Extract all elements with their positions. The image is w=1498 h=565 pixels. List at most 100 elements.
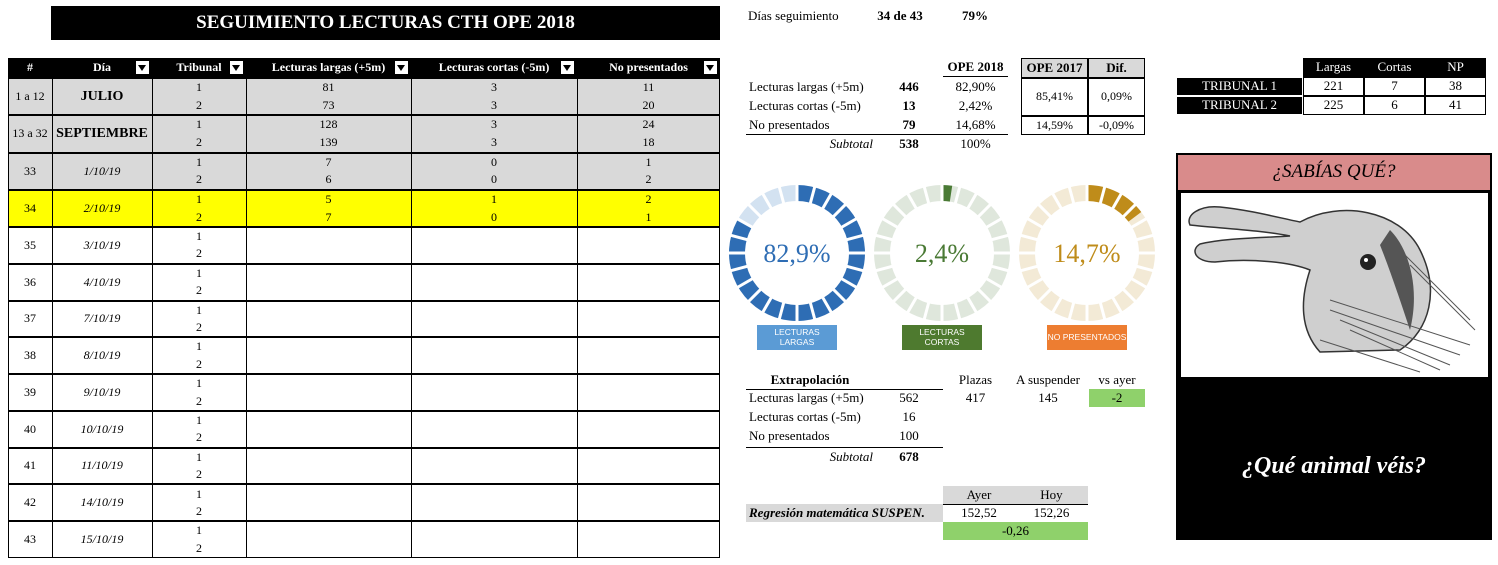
extrapolation-plazas: 417 bbox=[965, 390, 986, 406]
extrapolation-subtotal-count: 678 bbox=[899, 449, 919, 465]
cell-cortas: 1 bbox=[491, 191, 497, 206]
summary-subtotal-label: Subtotal bbox=[829, 136, 873, 152]
row-day: 7/10/19 bbox=[83, 311, 121, 326]
cell-tribunal: 2 bbox=[196, 172, 202, 187]
row-bg bbox=[8, 374, 720, 411]
tribunal-value: 225 bbox=[1303, 96, 1364, 115]
cell-tribunal: 1 bbox=[196, 265, 202, 280]
donut-gap bbox=[777, 301, 786, 321]
cell-divider bbox=[411, 227, 412, 264]
cell-cortas: 0 bbox=[491, 172, 497, 187]
filter-arrow bbox=[232, 65, 240, 71]
donut-gap bbox=[832, 288, 847, 303]
summary-label: No presentados bbox=[749, 117, 830, 133]
filter-button[interactable] bbox=[561, 61, 574, 74]
tribunal-name: TRIBUNAL 1 bbox=[1176, 77, 1303, 96]
row-number: 1 a 12 bbox=[15, 89, 45, 104]
trivia-question: ¿Qué animal véis? bbox=[1242, 452, 1426, 479]
donut-gap bbox=[736, 217, 754, 229]
cell-tribunal: 2 bbox=[196, 356, 202, 371]
tribunal-value: 7 bbox=[1364, 77, 1425, 96]
donut-gap bbox=[1130, 217, 1148, 229]
illustration-eye-light bbox=[1364, 258, 1368, 262]
row-bg bbox=[8, 115, 720, 153]
donut-gap bbox=[845, 233, 865, 242]
cell-divider bbox=[411, 300, 412, 338]
cell-divider bbox=[577, 447, 578, 485]
cell-divider bbox=[577, 521, 578, 558]
cell-np: 2 bbox=[645, 191, 652, 206]
cell-divider bbox=[246, 152, 247, 190]
cell-divider bbox=[411, 189, 412, 227]
row-number: 41 bbox=[24, 458, 36, 473]
filter-button[interactable] bbox=[395, 61, 408, 74]
cell-divider bbox=[246, 263, 247, 301]
row-number: 13 a 32 bbox=[12, 126, 48, 141]
donut-gap bbox=[1111, 296, 1123, 314]
donut-gap bbox=[922, 301, 931, 321]
cell-tribunal: 1 bbox=[196, 191, 202, 206]
tracking-percent: 79% bbox=[962, 7, 988, 23]
cell-tribunal: 2 bbox=[196, 246, 202, 261]
row-number: 43 bbox=[24, 532, 36, 547]
row-bg bbox=[8, 484, 720, 522]
cell-divider bbox=[411, 410, 412, 448]
cell-divider bbox=[52, 263, 53, 301]
cell-np: 24 bbox=[642, 117, 655, 132]
cell-divider bbox=[52, 521, 53, 558]
row-day: 3/10/19 bbox=[83, 237, 121, 252]
tribunal-value: 6 bbox=[1364, 96, 1425, 115]
summary-count: 13 bbox=[902, 98, 916, 114]
row-day: 11/10/19 bbox=[81, 458, 123, 473]
cell-np: 11 bbox=[642, 80, 655, 95]
cell-cortas: 3 bbox=[491, 117, 497, 132]
regression-hoy: 152,26 bbox=[1015, 504, 1088, 522]
row-day: 9/10/19 bbox=[83, 384, 121, 399]
cell-divider bbox=[577, 374, 578, 411]
donut-gap bbox=[892, 288, 907, 303]
extrapolation-rule bbox=[746, 389, 943, 390]
donut-gap bbox=[1135, 264, 1155, 273]
row-number: 42 bbox=[24, 495, 36, 510]
cell-divider bbox=[52, 337, 53, 375]
column-header: # bbox=[27, 60, 33, 75]
donut-gap bbox=[892, 203, 907, 218]
donut-gap bbox=[1026, 277, 1044, 289]
row-bg bbox=[8, 447, 720, 485]
cell-tribunal: 1 bbox=[196, 302, 202, 317]
donut-gap bbox=[747, 203, 762, 218]
filter-button[interactable] bbox=[704, 61, 717, 74]
cell-divider bbox=[246, 337, 247, 375]
donut-gap bbox=[761, 192, 773, 210]
donut-gap bbox=[1067, 185, 1076, 205]
table-header-bg bbox=[8, 58, 720, 78]
donut-gap bbox=[985, 277, 1003, 289]
donut-gap bbox=[736, 277, 754, 289]
tribunal-value: 41 bbox=[1425, 96, 1486, 115]
row-bg bbox=[8, 521, 720, 558]
cell-divider bbox=[152, 521, 153, 558]
row-bg bbox=[8, 189, 720, 227]
cell-np: 2 bbox=[645, 172, 652, 187]
cell-tribunal: 2 bbox=[196, 393, 202, 408]
cell-cortas: 0 bbox=[491, 209, 497, 224]
cell-divider bbox=[246, 447, 247, 485]
cell-tribunal: 2 bbox=[196, 503, 202, 518]
cell-tribunal: 2 bbox=[196, 467, 202, 482]
filter-button[interactable] bbox=[136, 61, 149, 74]
donut-gap bbox=[821, 192, 833, 210]
summary-count: 79 bbox=[902, 117, 916, 133]
cell-divider bbox=[152, 115, 153, 153]
row-bg bbox=[8, 300, 720, 338]
cell-np: 18 bbox=[642, 135, 655, 150]
cell-divider bbox=[577, 300, 578, 338]
column-header: Lecturas largas (+5m) bbox=[271, 60, 386, 75]
cell-divider bbox=[246, 115, 247, 153]
donut-gap bbox=[1111, 192, 1123, 210]
cell-np: 1 bbox=[645, 154, 652, 169]
donut-gap bbox=[1130, 277, 1148, 289]
donut-caption: LECTURAS CORTAS bbox=[902, 325, 982, 350]
filter-button[interactable] bbox=[230, 61, 243, 74]
cell-divider bbox=[411, 447, 412, 485]
